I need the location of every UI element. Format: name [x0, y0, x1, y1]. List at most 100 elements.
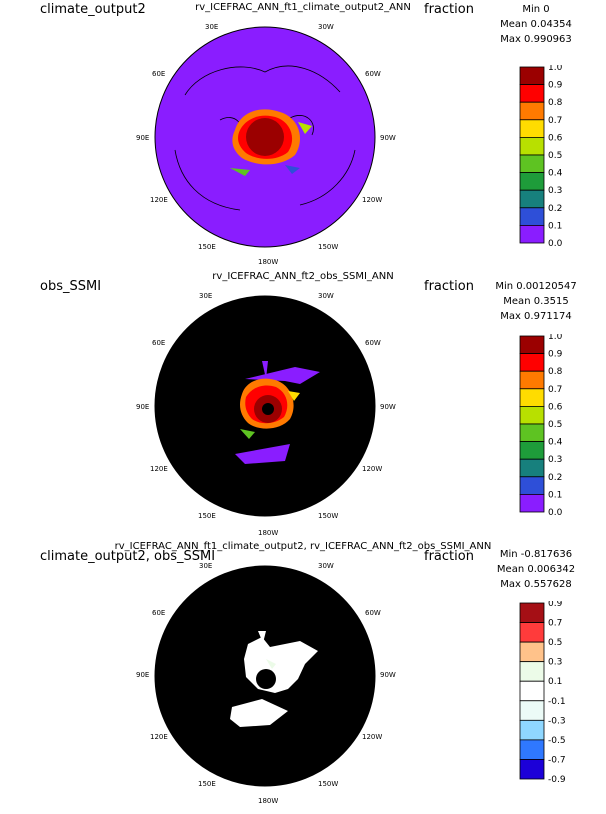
colorbar-swatch [519, 335, 545, 355]
panel-stats: Min 0.00120547 Mean 0.3515 Max 0.971174 [486, 279, 586, 324]
stat-max: Max 0.990963 [500, 34, 572, 45]
colorbar-tick-label: -0.1 [548, 697, 566, 707]
colorbar-tick-label: 0.1 [548, 490, 562, 500]
colorbar-tick-label: 0.6 [548, 133, 563, 143]
colorbar-tick-label: 0.5 [548, 420, 562, 430]
lon-label-90w: 90W [380, 671, 396, 679]
colorbar-swatch [519, 602, 545, 623]
colorbar-swatch [519, 641, 545, 663]
ice-field [230, 109, 312, 176]
colorbar-tick-label: 0.9 [548, 601, 563, 609]
ice-field [230, 631, 318, 727]
colorbar-tick-label: 0.3 [548, 455, 562, 465]
colorbar-swatch [519, 719, 545, 741]
panel-center-title: rv_ICEFRAC_ANN_ft2_obs_SSMI_ANN [212, 271, 394, 282]
colorbar-tick-label: 0.4 [548, 169, 563, 179]
panel-units: fraction [424, 549, 474, 564]
colorbar: 0.9 0.7 0.5 0.3 0.1 -0.1 -0.3 -0.5 -0.7 -0.9 [519, 601, 566, 785]
panel-units: fraction [424, 2, 474, 17]
colorbar-swatch [519, 101, 545, 121]
lon-label-150e: 150E [198, 243, 216, 251]
polar-map-3: 30E 30W 60E 60W 90E 90W 120E 120W 150E 1… [136, 562, 396, 805]
colorbar-tick-label: 0.8 [548, 98, 563, 108]
stat-min: Min 0 [522, 4, 550, 15]
colorbar-tick-label: 1.0 [548, 65, 563, 73]
lon-label-150w: 150W [318, 512, 338, 520]
colorbar-tick-label: 0.0 [548, 508, 563, 518]
colorbar-swatch [519, 154, 545, 174]
colorbar-tick-label: 1.0 [548, 334, 563, 342]
stat-mean: Mean 0.006342 [496, 564, 576, 575]
colorbar-tick-label: 0.1 [548, 221, 562, 231]
coastline [174, 65, 356, 211]
colorbar: 1.0 0.9 0.8 0.7 0.6 0.5 0.4 0.3 0.2 0.1 0.0 [519, 334, 563, 518]
polar-map-2: 30E 30W 60E 60W 90E 90W 120E 120W 150E 1… [136, 292, 396, 537]
colorbar-swatch [519, 224, 545, 244]
lon-label-30e: 30E [205, 23, 218, 31]
colorbar-tick-label: -0.3 [548, 716, 566, 726]
lon-label-180w: 180W [258, 797, 278, 805]
colorbar-swatch [519, 172, 545, 191]
lon-label-180w: 180W [258, 258, 278, 266]
colorbar-tick-label: 0.5 [548, 638, 562, 648]
lon-label-180w: 180W [258, 529, 278, 537]
panel-left-title: climate_output2, obs_SSMI [40, 549, 216, 564]
lon-label-30w: 30W [318, 23, 334, 31]
colorbar-swatch [519, 207, 545, 226]
colorbar-tick-label: 0.7 [548, 385, 562, 395]
colorbar-tick-label: 0.7 [548, 619, 562, 629]
panel-stats: Min -0.817636 Mean 0.006342 Max 0.557628 [486, 547, 586, 592]
colorbar-swatch [519, 700, 545, 721]
colorbar-swatch [519, 189, 545, 209]
lon-label-150e: 150E [198, 512, 216, 520]
colorbar-tick-label: -0.9 [548, 775, 566, 785]
stat-max: Max 0.557628 [500, 579, 572, 590]
colorbar-swatch [519, 137, 545, 156]
colorbar-tick-label: 0.7 [548, 116, 562, 126]
lon-label-30w: 30W [318, 292, 334, 300]
lon-label-120e: 120E [150, 733, 168, 741]
lon-label-90e: 90E [136, 403, 149, 411]
colorbar-swatch [519, 441, 545, 460]
colorbar-swatch [519, 370, 545, 390]
colorbar-tick-label: 0.6 [548, 402, 563, 412]
colorbar-swatch [519, 458, 545, 478]
lon-label-30w: 30W [318, 562, 334, 570]
colorbar-tick-label: 0.2 [548, 473, 562, 483]
stat-mean: Mean 0.04354 [500, 19, 572, 30]
colorbar-swatch [519, 66, 545, 86]
colorbar-tick-label: 0.9 [548, 350, 563, 360]
stat-min: Min 0.00120547 [495, 281, 577, 292]
panel-units: fraction [424, 279, 474, 294]
colorbar-tick-label: 0.1 [548, 677, 562, 687]
panel-left-title: climate_output2 [40, 2, 146, 17]
panel-difference: 30E 30W 60E 60W 90E 90W 120E 120W 150E 1… [0, 539, 606, 810]
colorbar-swatch [519, 661, 545, 682]
stat-max: Max 0.971174 [500, 311, 572, 322]
colorbar-tick-label: 0.8 [548, 367, 563, 377]
colorbar-swatch [519, 739, 545, 760]
lon-label-90e: 90E [136, 134, 149, 142]
stat-min: Min -0.817636 [499, 549, 573, 560]
colorbar-tick-label: 0.5 [548, 151, 562, 161]
panel-center-title: rv_ICEFRAC_ANN_ft1_climate_output2_ANN [195, 2, 411, 13]
panel-model: 30E 30W 60E 60W 90E 90W 120E 120W 150E 1… [0, 0, 606, 271]
lon-label-150e: 150E [198, 780, 216, 788]
lon-label-120e: 120E [150, 196, 168, 204]
panel-stats: Min 0 Mean 0.04354 Max 0.990963 [486, 2, 586, 47]
colorbar-tick-label: -0.7 [548, 755, 566, 765]
panel-center-title: rv_ICEFRAC_ANN_ft1_climate_output2, rv_I… [114, 541, 492, 552]
lon-label-120e: 120E [150, 465, 168, 473]
colorbar-swatch [519, 119, 545, 138]
lon-label-90w: 90W [380, 403, 396, 411]
lon-label-30e: 30E [199, 292, 212, 300]
polar-map-1: 30E 30W 60E 60W 90E 90W 120E 120W 150E 1… [136, 23, 396, 266]
lon-label-120w: 120W [362, 196, 382, 204]
lon-label-60w: 60W [365, 70, 381, 78]
lon-label-60e: 60E [152, 339, 165, 347]
colorbar-tick-label: -0.5 [548, 736, 566, 746]
colorbar-swatch [519, 84, 545, 103]
panel-obs: 30E 30W 60E 60W 90E 90W 120E 120W 150E 1… [0, 269, 606, 540]
colorbar-swatch [519, 622, 545, 643]
lon-label-60e: 60E [152, 609, 165, 617]
